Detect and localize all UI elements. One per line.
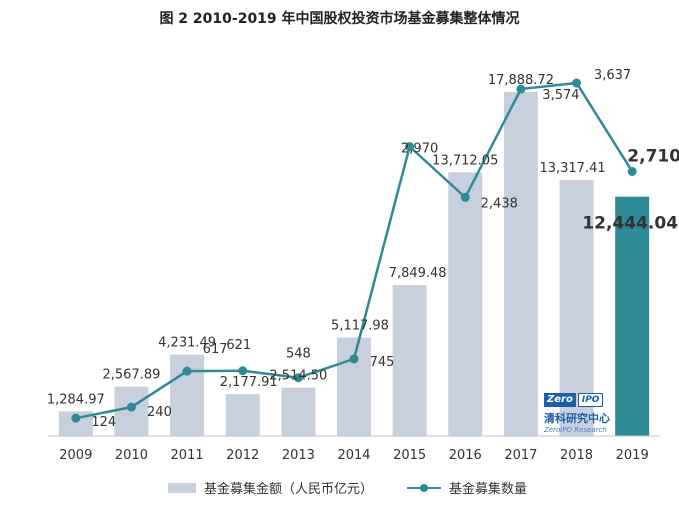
logo-zero: Zero: [544, 393, 576, 407]
bar-label-2016: 13,712.05: [432, 153, 498, 168]
legend: 基金募集金额（人民币亿元） 基金募集数量: [168, 478, 527, 497]
x-tick-2016: 2016: [449, 448, 482, 463]
line-point-2009: [71, 413, 81, 423]
legend-bar-label: 基金募集金额（人民币亿元）: [204, 482, 374, 497]
bar-label-2019: 12,444.04: [582, 214, 678, 234]
bar-label-2017: 17,888.72: [488, 73, 554, 88]
line-label-2013: 548: [286, 347, 311, 362]
bar-label-2012: 2,177.91: [220, 375, 278, 390]
zeroipo-logo: Zero IPO 清科研究中心 ZeroIPO Research: [544, 393, 612, 434]
x-tick-2017: 2017: [504, 448, 537, 463]
line-point-2019: [627, 166, 637, 176]
line-label-2011: 617: [203, 342, 228, 357]
legend-line-label: 基金募集数量: [449, 482, 528, 497]
bar-label-2010: 2,567.89: [103, 368, 161, 383]
x-axis: 2009 2010 2011 2012 2013 2014 2015 2016 2017 2018…: [48, 435, 660, 463]
bar-2014: [337, 337, 371, 436]
bar-2016: [448, 172, 483, 437]
line-label-2017: 3,574: [542, 88, 579, 103]
line-label-2018: 3,637: [594, 68, 631, 83]
x-tick-2013: 2013: [282, 448, 315, 463]
line-label-2010: 240: [147, 405, 172, 420]
chart-title: 图 2 2010-2019 年中国股权投资市场基金募集整体情况: [159, 11, 520, 27]
logo-wordmark: Zero IPO: [544, 393, 612, 407]
x-tick-2012: 2012: [226, 448, 259, 463]
bar-label-2014: 5,117.98: [331, 319, 389, 334]
x-tick-2018: 2018: [560, 448, 593, 463]
x-tick-2011: 2011: [171, 448, 204, 463]
bar-2015: [392, 285, 427, 436]
x-tick-2015: 2015: [393, 448, 426, 463]
bar-label-2011: 4,231.49: [158, 336, 216, 351]
bar-label-2013: 2,514.50: [269, 369, 327, 384]
line-point-2014: [349, 354, 359, 364]
bar-label-2015: 7,849.48: [389, 266, 447, 281]
x-tick-2019: 2019: [616, 448, 649, 463]
bar-2019: [615, 196, 650, 436]
line-point-2010: [126, 402, 136, 412]
line-point-2012: [238, 366, 248, 376]
bar-label-2009: 1,284.97: [47, 392, 105, 407]
line-point-2015: [405, 142, 415, 152]
line-layer: [71, 78, 637, 423]
line-label-2009: 124: [91, 415, 116, 430]
legend-line-swatch: [407, 483, 442, 493]
line-point-2013: [293, 373, 303, 383]
bars-layer: [58, 92, 650, 437]
legend-bar-swatch: [168, 482, 196, 493]
line-label-2015: 2,970: [401, 142, 438, 157]
logo-cn: 清科研究中心: [544, 412, 610, 425]
logo-en: ZeroIPO Research: [544, 426, 607, 434]
x-tick-2010: 2010: [115, 448, 148, 463]
bar-label-2018: 13,317.41: [539, 161, 605, 176]
line-label-2014: 745: [370, 355, 395, 370]
line-point-2018: [572, 78, 582, 88]
line-point-2016: [460, 192, 470, 202]
line-label-2016: 2,438: [481, 196, 518, 211]
line-point-2017: [516, 84, 526, 94]
x-tick-2014: 2014: [337, 448, 370, 463]
x-tick-2009: 2009: [59, 448, 92, 463]
labels-layer: 1,284.97 2,567.89 4,231.49 2,177.912,514.50…: [47, 68, 679, 430]
bar-2017: [503, 92, 538, 436]
line-label-2012: 621: [226, 338, 251, 353]
logo-ipo: IPO: [577, 393, 604, 407]
bar-2012: [225, 394, 260, 436]
line-label-2019: 2,710: [627, 146, 679, 166]
line-point-2011: [182, 366, 192, 376]
bar-2013: [281, 387, 316, 436]
